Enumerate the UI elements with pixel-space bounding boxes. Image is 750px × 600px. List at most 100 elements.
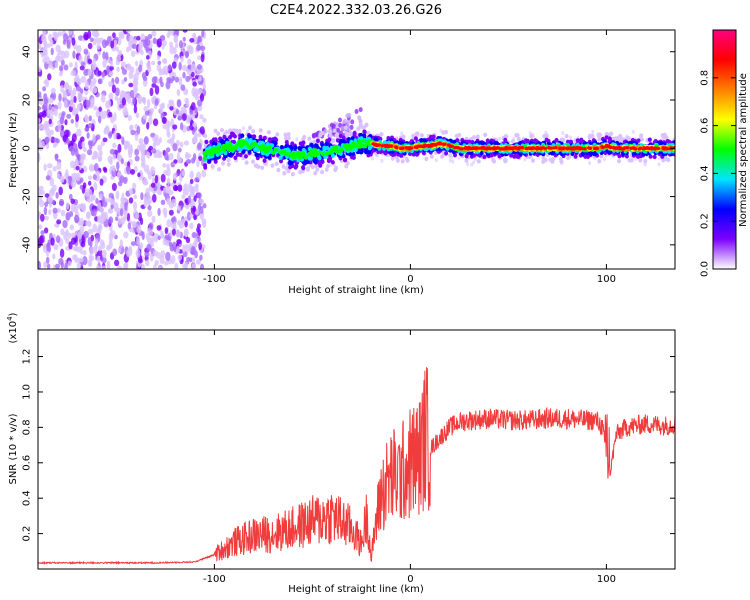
heatmap-noise-cell xyxy=(165,147,171,153)
heatmap-noise-cell xyxy=(105,51,109,61)
heatmap-noise-cell xyxy=(151,148,157,154)
heatmap-noise-cell xyxy=(162,124,168,130)
heatmap-noise-cell xyxy=(106,65,110,75)
heatmap-ridge-cell xyxy=(361,138,366,143)
heatmap-ridge-cell xyxy=(318,163,323,168)
heatmap-noise-cell xyxy=(141,158,146,166)
heatmap-noise-cell xyxy=(66,39,71,49)
heatmap-faint-cell xyxy=(448,158,452,163)
heatmap-noise-cell xyxy=(43,261,47,269)
heatmap-noise-cell xyxy=(162,238,168,246)
heatmap-noise-cell xyxy=(202,117,207,123)
heatmap-ridge-cell xyxy=(327,129,332,134)
heatmap-noise-cell xyxy=(58,71,63,77)
heatmap-ridge-cell xyxy=(246,143,251,149)
heatmap-ridge-cell xyxy=(503,137,508,143)
heatmap-noise-cell xyxy=(184,261,189,269)
heatmap-noise-cell xyxy=(184,220,188,228)
heatmap-ridge-cell xyxy=(299,151,304,156)
heatmap-noise-cell xyxy=(192,35,198,45)
heatmap-ridge-cell xyxy=(429,154,434,159)
heatmap-noise-cell xyxy=(69,98,74,108)
heatmap-noise-cell xyxy=(113,112,117,122)
heatmap-noise-cell xyxy=(48,33,53,42)
heatmap-noise-cell xyxy=(54,223,59,228)
heatmap-noise-cell xyxy=(121,68,128,75)
heatmap-ridge-cell xyxy=(312,153,317,158)
heatmap-noise-cell xyxy=(65,169,69,177)
heatmap-noise-cell xyxy=(39,47,45,56)
heatmap-noise-cell xyxy=(77,230,83,240)
heatmap-blob-cell xyxy=(311,133,316,139)
heatmap-noise-cell xyxy=(38,260,42,269)
heatmap-noise-cell xyxy=(57,55,63,62)
heatmap-noise-cell xyxy=(80,96,86,102)
heatmap-ridge-cell xyxy=(204,139,209,145)
heatmap-noise-cell xyxy=(87,58,93,65)
heatmap-ridge-cell xyxy=(313,143,318,148)
heatmap-noise-cell xyxy=(65,212,71,221)
heatmap-noise-cell xyxy=(48,118,52,125)
heatmap-ridge-cell xyxy=(314,164,319,169)
heatmap-noise-cell xyxy=(165,80,171,90)
heatmap-ridge-cell xyxy=(293,145,298,150)
heatmap-noise-cell xyxy=(87,180,92,186)
heatmap-noise-cell xyxy=(132,221,137,228)
heatmap-noise-cell xyxy=(46,163,53,169)
heatmap-noise-cell xyxy=(100,93,106,103)
heatmap-ridge-cell xyxy=(349,145,354,151)
heatmap-noise-cell xyxy=(176,205,181,211)
heatmap-noise-cell xyxy=(167,64,172,71)
heatmap-noise-cell xyxy=(108,71,114,77)
heatmap-noise-cell xyxy=(39,234,45,244)
heatmap-noise-cell xyxy=(134,148,140,156)
heatmap-noise-cell xyxy=(181,170,186,177)
heatmap-noise-cell xyxy=(200,53,205,63)
heatmap-ridge-cell xyxy=(395,158,400,163)
heatmap-noise-cell xyxy=(101,71,106,78)
heatmap-ridge-cell xyxy=(260,165,265,170)
heatmap-noise-cell xyxy=(138,137,144,145)
heatmap-noise-cell xyxy=(108,131,113,139)
heatmap-noise-cell xyxy=(89,240,93,247)
heatmap-noise-cell xyxy=(185,159,192,164)
heatmap-noise-cell xyxy=(142,180,149,186)
heatmap-noise-cell xyxy=(90,97,95,106)
heatmap-ridge-cell xyxy=(313,170,318,176)
heatmap-noise-cell xyxy=(64,119,68,126)
heatmap-noise-cell xyxy=(174,262,179,269)
heatmap-noise-cell xyxy=(94,239,99,247)
heatmap-noise-cell xyxy=(182,71,186,79)
heatmap-ridge-cell xyxy=(286,168,291,174)
heatmap-faint-cell xyxy=(295,137,299,142)
heatmap-noise-cell xyxy=(151,76,157,84)
heatmap-noise-cell xyxy=(97,249,103,257)
heatmap-noise-cell xyxy=(132,96,136,105)
heatmap-noise-cell xyxy=(42,86,47,92)
heatmap-noise-cell xyxy=(45,56,51,65)
heatmap-noise-cell xyxy=(148,222,154,230)
heatmap-ridge-cell xyxy=(518,151,523,157)
heatmap-noise-cell xyxy=(146,122,150,130)
heatmap-ridge-cell xyxy=(414,131,419,136)
heatmap-ridge-cell xyxy=(282,171,287,176)
heatmap-noise-cell xyxy=(158,265,162,269)
heatmap-ridge-cell xyxy=(419,133,424,138)
heatmap-noise-cell xyxy=(192,122,198,128)
heatmap-ridge-cell xyxy=(213,128,218,133)
heatmap-noise-cell xyxy=(38,185,44,191)
heatmap-noise-cell xyxy=(147,66,152,73)
heatmap-ridge-cell xyxy=(596,133,601,139)
heatmap-ridge-cell xyxy=(529,134,534,139)
heatmap-noise-cell xyxy=(180,84,186,91)
heatmap-ridge-cell xyxy=(647,137,652,142)
heatmap-noise-cell xyxy=(50,187,55,197)
heatmap-noise-cell xyxy=(153,237,158,243)
heatmap-ridge-cell xyxy=(639,133,644,138)
heatmap-noise-cell xyxy=(71,236,77,245)
heatmap-noise-cell xyxy=(189,170,194,179)
heatmap-noise-cell xyxy=(196,99,203,107)
heatmap-noise-cell xyxy=(68,241,73,250)
heatmap-noise-cell xyxy=(76,44,82,54)
heatmap-noise-cell xyxy=(99,178,104,186)
